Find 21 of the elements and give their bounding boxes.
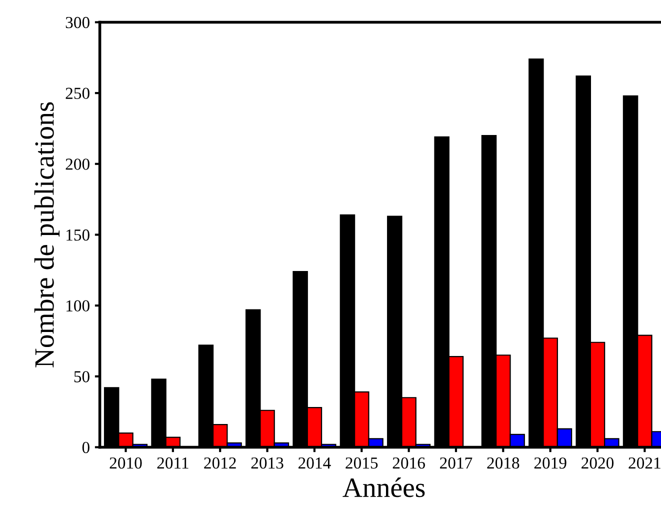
x-tick-label: 2020 bbox=[582, 457, 614, 469]
x-tick-label: 2012 bbox=[204, 457, 236, 469]
y-axis-title: Nombre de publications bbox=[34, 102, 60, 368]
y-tick-label: 300 bbox=[66, 16, 90, 28]
x-axis-title: Années bbox=[342, 478, 425, 498]
x-tick-label: 2010 bbox=[110, 457, 142, 469]
x-tick-label: 2021 bbox=[628, 457, 660, 469]
x-tick-label: 2016 bbox=[392, 457, 425, 469]
x-tick-label: 2011 bbox=[157, 457, 188, 469]
y-tick-label: 250 bbox=[66, 88, 90, 100]
x-tick-label: 2018 bbox=[487, 457, 520, 469]
x-tick-label: 2014 bbox=[298, 457, 331, 469]
y-tick-label: 150 bbox=[66, 229, 90, 241]
x-tick-label: 2013 bbox=[251, 457, 284, 469]
y-tick-label: 100 bbox=[66, 300, 90, 312]
y-tick-label: 0 bbox=[82, 442, 90, 454]
x-tick-label: 2019 bbox=[534, 457, 566, 469]
x-tick-label: 2017 bbox=[440, 457, 472, 469]
y-tick-label: 50 bbox=[74, 371, 90, 382]
y-tick-label: 200 bbox=[66, 158, 90, 170]
x-tick-label: 2015 bbox=[346, 457, 378, 469]
